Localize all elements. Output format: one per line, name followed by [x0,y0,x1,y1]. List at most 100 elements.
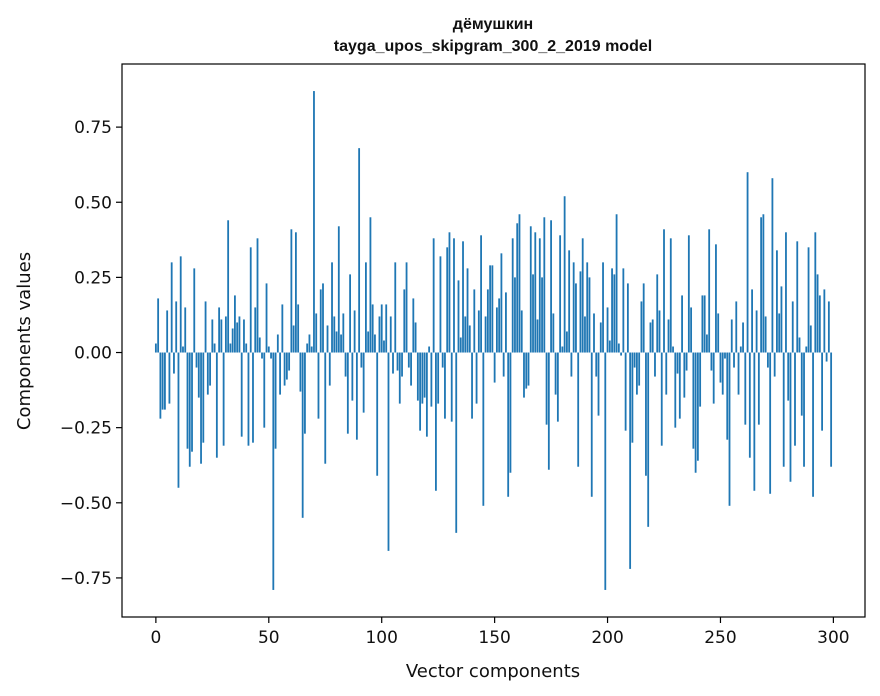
bar [462,241,464,353]
bar [739,346,742,353]
bar [620,352,622,356]
bar [489,265,492,353]
bar [545,352,548,425]
bar [733,352,735,368]
bar [480,235,482,353]
bar [304,352,306,434]
bar [412,298,415,353]
bar [654,352,656,377]
bar [692,352,695,449]
bar [288,352,291,371]
bar [615,214,618,353]
bar [252,352,254,443]
bar [200,352,202,464]
bar [430,352,433,407]
bar [798,337,801,353]
bar [464,316,467,353]
bar [407,352,410,368]
bar [660,352,663,446]
bar [633,352,636,368]
bar [597,352,600,416]
bar [823,289,826,353]
bar [446,247,449,353]
bar [721,352,724,395]
bar [398,352,401,404]
bar [383,340,385,353]
bar [188,352,191,467]
bar [297,304,300,353]
bar [780,286,783,353]
bar [602,262,604,353]
x-tick-label: 250 [704,628,736,648]
bar [744,352,747,425]
bar [755,310,758,353]
bar [340,334,342,353]
bar [344,352,347,377]
bar [710,352,713,371]
bar [218,307,221,353]
bar [486,289,489,353]
bar [563,196,566,353]
bar [441,352,444,368]
bar [534,232,537,353]
bar [394,262,397,353]
bar [421,352,424,404]
bar [787,352,790,401]
bar [319,289,322,353]
bar [159,352,162,419]
bar [439,256,442,353]
bar [495,307,498,353]
bar [317,352,320,419]
bar [536,319,539,353]
bar [182,346,184,353]
y-tick-label: −0.25 [60,419,112,439]
bar [626,283,629,353]
bar [511,238,514,353]
bar [818,295,821,353]
bar [337,226,340,353]
bar [776,250,778,353]
bar [575,283,577,353]
bar [590,352,593,497]
bar [751,289,753,353]
bar [227,220,230,353]
bar [191,352,193,452]
bar [726,352,729,440]
bar [599,322,602,353]
bar [552,313,555,353]
bar [724,352,726,359]
bar [204,301,207,353]
x-tick-label: 200 [591,628,623,648]
bar [789,352,792,482]
bar [166,310,169,353]
bar [224,316,227,353]
bar [380,304,383,353]
bar [161,352,164,410]
bar [514,277,516,353]
bar [708,229,711,353]
bar [333,316,336,353]
bar [523,352,525,398]
bar [651,319,654,353]
bar [764,316,767,353]
bar [561,346,564,353]
bar [410,352,412,386]
bar [351,352,354,401]
bar [331,262,333,353]
bar [588,277,591,353]
bar [179,256,182,353]
bar [353,310,356,353]
bar [606,307,609,353]
bar [757,352,760,425]
bar [154,343,157,353]
bar [593,313,595,353]
bar [665,352,668,395]
bar [812,352,814,497]
bar [215,352,218,458]
bar [595,352,598,377]
bar [243,319,245,353]
y-tick-label: 0.25 [74,268,112,288]
bar [231,328,234,353]
bar [197,352,200,398]
bar [554,352,557,395]
